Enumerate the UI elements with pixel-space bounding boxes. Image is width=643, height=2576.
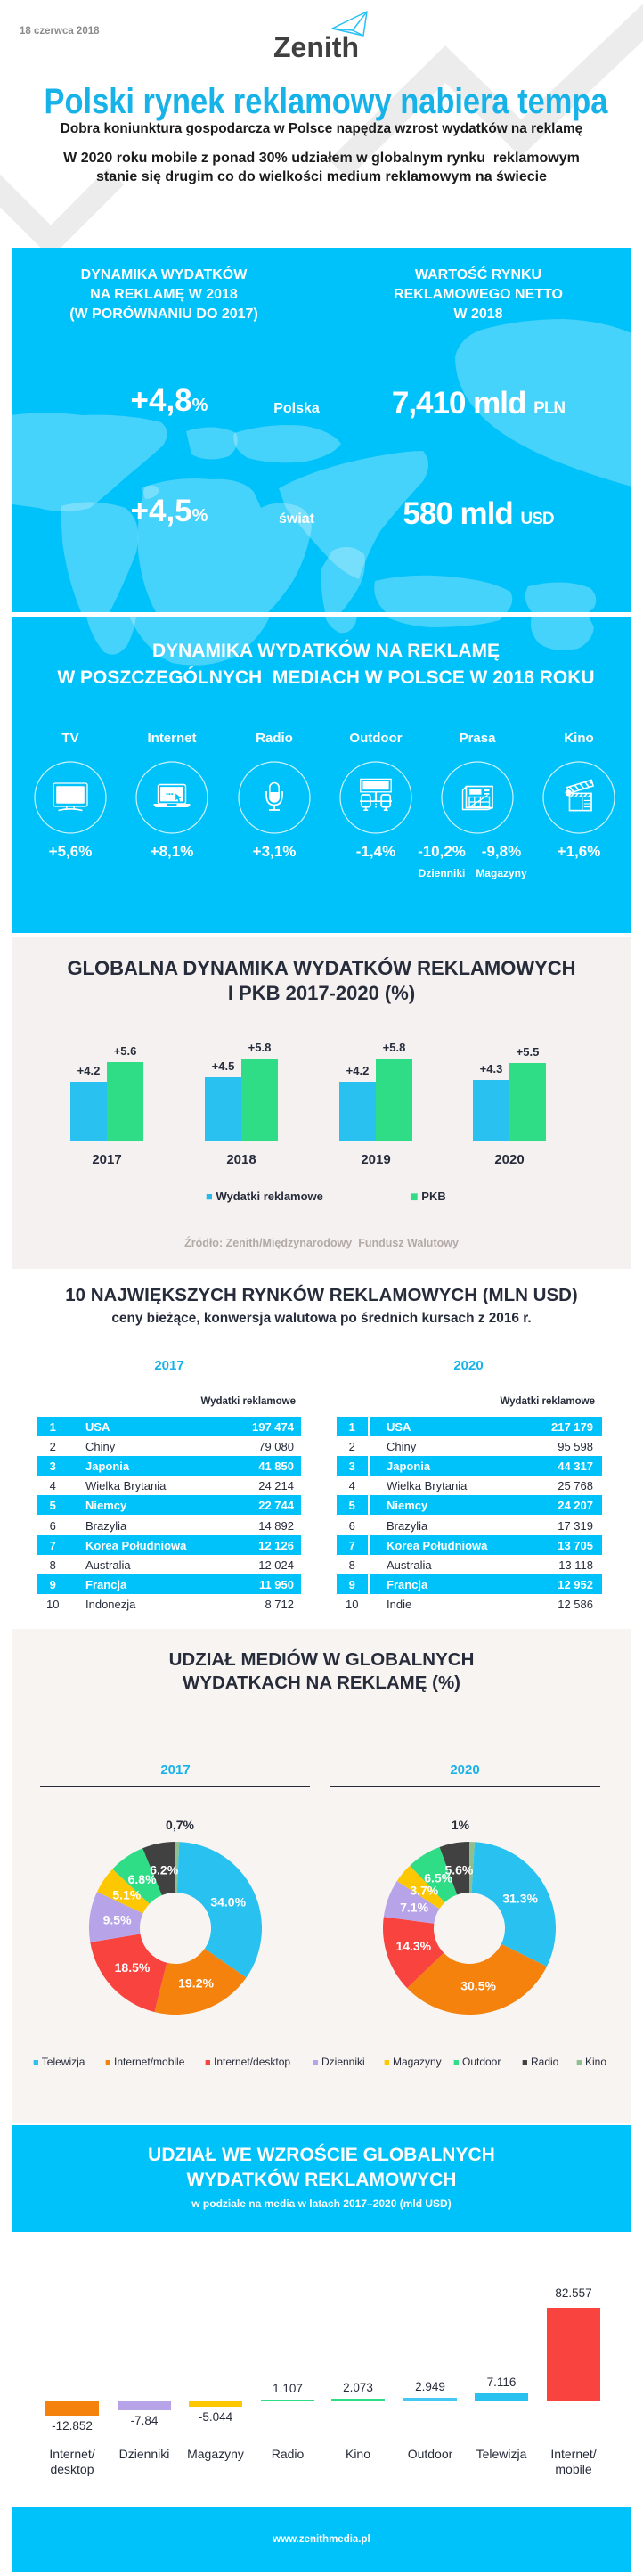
svg-text:5.6%: 5.6% [444, 1863, 473, 1877]
svg-text:34.0%: 34.0% [210, 1894, 246, 1909]
svg-text:30.5%: 30.5% [460, 1979, 496, 1993]
svg-text:7.1%: 7.1% [400, 1901, 428, 1915]
svg-text:9.5%: 9.5% [103, 1913, 132, 1927]
svg-text:31.3%: 31.3% [502, 1891, 538, 1905]
svg-text:19.2%: 19.2% [178, 1975, 214, 1990]
svg-text:3.7%: 3.7% [410, 1883, 438, 1897]
svg-text:6.8%: 6.8% [128, 1872, 157, 1886]
svg-text:5.1%: 5.1% [112, 1888, 141, 1902]
svg-text:6.2%: 6.2% [150, 1863, 178, 1877]
svg-text:6.5%: 6.5% [424, 1870, 452, 1885]
svg-text:18.5%: 18.5% [115, 1960, 151, 1975]
svg-text:14.3%: 14.3% [395, 1939, 431, 1953]
